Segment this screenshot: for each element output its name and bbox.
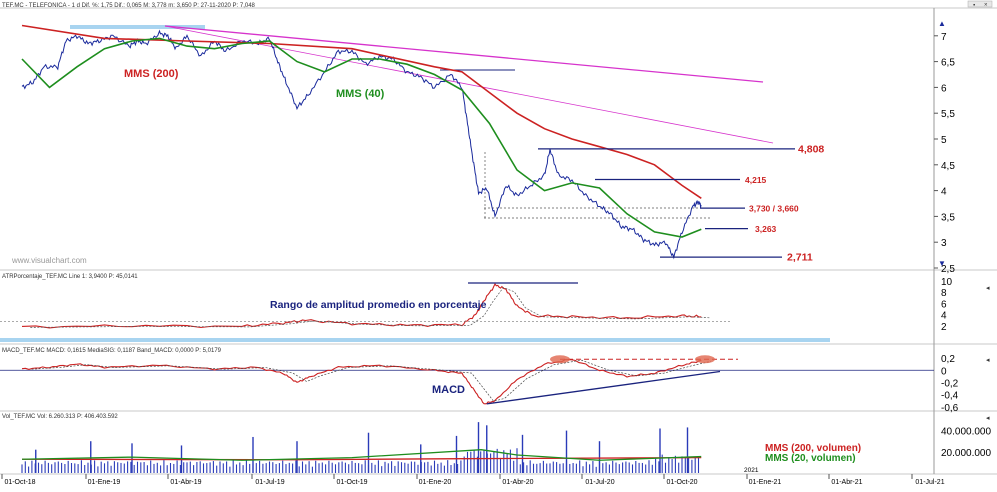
highlight-bar-atr xyxy=(0,338,830,342)
macd-y-tick-label: 0 xyxy=(941,366,947,377)
x-tick-label: 01-Abr-19 xyxy=(170,479,201,486)
vol-mms20-label: MMS (20, volumen) xyxy=(765,453,856,464)
x-tick-label: 01-Abr-21 xyxy=(831,479,862,486)
minimize-icon[interactable]: ▪ xyxy=(973,3,975,9)
price-y-tick-label: 4 xyxy=(941,187,947,198)
macd-peak-marker xyxy=(695,355,715,364)
macd-panel: 0,20 -0,2-0,4-0,6 xyxy=(0,354,959,414)
atr-title: Rango de amplitud promedio en porcentaje xyxy=(270,299,487,311)
window-controls[interactable]: ▪ × xyxy=(967,0,993,9)
close-icon[interactable]: × xyxy=(984,3,988,9)
year-2021-label: 2021 xyxy=(744,467,759,474)
trendline-upper xyxy=(164,25,764,83)
price-y-tick-label: 5,5 xyxy=(941,109,955,120)
watermark: www.visualchart.com xyxy=(11,256,87,265)
macd-y-tick-label: 0,2 xyxy=(941,354,955,365)
price-y-tick-label: 5 xyxy=(941,135,947,146)
mms200-series-line xyxy=(21,24,702,199)
atr-series-line xyxy=(21,282,702,329)
price-y-tick-label: 3 xyxy=(941,238,947,249)
expand-atr-icon[interactable]: ◂ xyxy=(986,285,990,292)
level-label: 4,808 xyxy=(798,143,824,155)
macd-peak-marker xyxy=(550,355,570,364)
x-tick-label: 01-Jul-19 xyxy=(255,479,284,486)
x-tick-label: 01-Abr-20 xyxy=(502,479,533,486)
macd-y-tick-label: -0,4 xyxy=(941,391,959,402)
atr-header: ATRPorcentaje_TEF.MC Line 1: 3,9400 P: 4… xyxy=(2,274,138,280)
level-label: 2,711 xyxy=(787,252,813,264)
macd-series-line xyxy=(21,359,702,405)
scroll-up-icon[interactable]: ▲ xyxy=(938,19,946,28)
macd-header: MACD_TEF.MC MACD: 0,1615 MediaSIG: 0,118… xyxy=(2,348,222,354)
level-label: 3,263 xyxy=(755,224,777,234)
x-tick-label: 01-Oct-20 xyxy=(666,479,697,486)
axis-labels: 76,565,554,543,532,501-Oct-18 01-Ene-19 01… xyxy=(1,32,955,486)
volume-y-tick-label: 20.000.000 xyxy=(941,448,991,459)
scroll-down-icon[interactable]: ▼ xyxy=(938,259,946,268)
expand-volume-icon[interactable]: ◂ xyxy=(986,415,990,422)
mms200-label: MMS (200) xyxy=(124,68,179,80)
volume-mms200-line xyxy=(21,456,702,461)
price-panel: 4,808 4,215 3,730 / 3,660 3,263 2,711 xyxy=(21,24,824,264)
atr-y-tick-label: 10 xyxy=(941,277,953,288)
x-tick-label: 01-Jul-21 xyxy=(915,479,944,486)
mms40-series-line xyxy=(21,37,702,238)
x-tick-label: 01-Ene-21 xyxy=(749,479,782,486)
macd-y-tick-label: -0,2 xyxy=(941,379,959,390)
atr-y-tick-label: 2 xyxy=(941,322,947,333)
x-tick-label: 01-Oct-19 xyxy=(336,479,367,486)
x-tick-label: 01-Oct-18 xyxy=(4,479,35,486)
macd-signal-line xyxy=(31,359,711,402)
atr-signal-line xyxy=(30,287,710,328)
price-y-tick-label: 4,5 xyxy=(941,161,955,172)
atr-y-tick-label: 6 xyxy=(941,299,947,310)
price-y-tick-label: 3,5 xyxy=(941,212,955,223)
x-tick-label: 01-Jul-20 xyxy=(585,479,614,486)
macd-support-line xyxy=(486,370,721,405)
vol-mms200-label: MMS (200, volumen) xyxy=(765,443,861,454)
trendline-lower xyxy=(164,25,774,144)
mms40-label: MMS (40) xyxy=(336,88,385,100)
macd-title: MACD xyxy=(432,384,465,396)
price-header: TEF.MC - TELEFONICA - 1 d Dif. %: 1,75 D… xyxy=(2,3,256,9)
x-tick-label: 01-Ene-20 xyxy=(419,479,452,486)
volume-y-tick-label: 40.000.000 xyxy=(941,427,991,438)
price-y-tick-label: 7 xyxy=(941,32,947,43)
volume-panel: 40.000.000 20.000.000 xyxy=(21,422,991,473)
price-y-tick-label: 6 xyxy=(941,83,947,94)
expand-macd-icon[interactable]: ◂ xyxy=(986,357,990,364)
atr-y-tick-label: 4 xyxy=(941,311,947,322)
highlight-bar-top xyxy=(70,25,205,29)
x-tick-label: 01-Ene-19 xyxy=(88,479,121,486)
macd-y-tick-label: -0,6 xyxy=(941,403,959,414)
price-y-tick-label: 6,5 xyxy=(941,58,955,69)
volume-header: Vol_TEF.MC Vol: 6.260.313 P: 406.403.592 xyxy=(2,414,118,420)
scroll-arrows[interactable]: ▲ ▼ ◂ ◂ ◂ xyxy=(938,19,990,422)
level-label: 4,215 xyxy=(745,175,767,185)
atr-y-tick-label: 8 xyxy=(941,288,947,299)
volume-mms20-line xyxy=(21,449,702,461)
price-y-tick-label: 2,5 xyxy=(941,264,955,275)
level-label: 3,730 / 3,660 xyxy=(749,204,799,214)
